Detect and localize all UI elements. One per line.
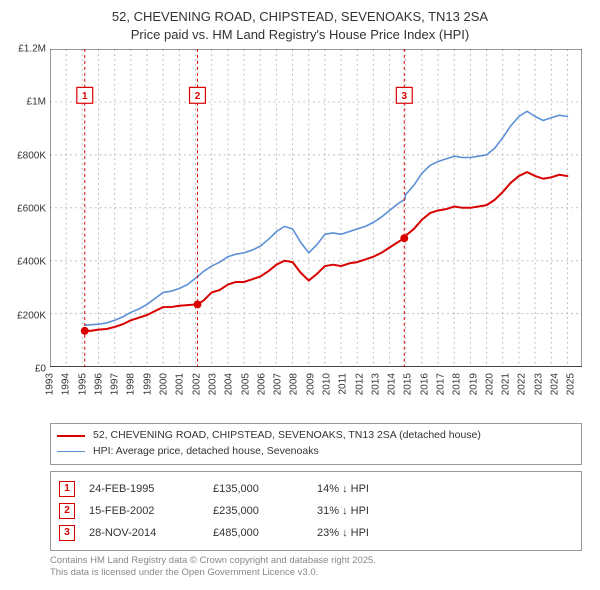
legend-label: 52, CHEVENING ROAD, CHIPSTEAD, SEVENOAKS… bbox=[93, 428, 481, 444]
y-tick-label: £200K bbox=[17, 310, 46, 321]
x-tick-label: 2012 bbox=[354, 373, 365, 395]
x-axis: 1993199419951996199719981999200020012002… bbox=[50, 369, 582, 415]
x-tick-label: 2020 bbox=[484, 373, 495, 395]
sales-row-date: 24-FEB-1995 bbox=[89, 483, 199, 495]
sales-row-delta: 31% ↓ HPI bbox=[317, 505, 437, 517]
y-axis: £0£200K£400K£600K£800K£1M£1.2M bbox=[12, 49, 48, 369]
sales-table: 1 24-FEB-1995 £135,000 14% ↓ HPI 2 15-FEB-200… bbox=[50, 471, 582, 551]
legend-row: HPI: Average price, detached house, Seve… bbox=[57, 444, 575, 460]
series-price_paid bbox=[85, 172, 568, 331]
x-tick-label: 2006 bbox=[256, 373, 267, 395]
x-tick-label: 1997 bbox=[110, 373, 121, 395]
x-tick-label: 1995 bbox=[77, 373, 88, 395]
y-tick-label: £600K bbox=[17, 204, 46, 215]
title-line-2: Price paid vs. HM Land Registry's House … bbox=[12, 26, 588, 44]
plot-area: £0£200K£400K£600K£800K£1M£1.2M 123 bbox=[50, 49, 582, 369]
x-tick-label: 2022 bbox=[517, 373, 528, 395]
x-tick-label: 2016 bbox=[419, 373, 430, 395]
sale-marker-number: 2 bbox=[195, 91, 201, 102]
x-tick-label: 2009 bbox=[305, 373, 316, 395]
x-tick-label: 1993 bbox=[45, 373, 56, 395]
x-tick-label: 2013 bbox=[370, 373, 381, 395]
sales-row-date: 15-FEB-2002 bbox=[89, 505, 199, 517]
legend-swatch bbox=[57, 451, 85, 452]
legend: 52, CHEVENING ROAD, CHIPSTEAD, SEVENOAKS… bbox=[50, 423, 582, 465]
y-tick-label: £1M bbox=[27, 97, 46, 108]
sales-row-price: £485,000 bbox=[213, 527, 303, 539]
y-tick-label: £400K bbox=[17, 257, 46, 268]
sale-marker-dot bbox=[193, 301, 201, 309]
x-tick-label: 2000 bbox=[159, 373, 170, 395]
x-tick-label: 1994 bbox=[61, 373, 72, 395]
legend-label: HPI: Average price, detached house, Seve… bbox=[93, 444, 319, 460]
sales-row: 1 24-FEB-1995 £135,000 14% ↓ HPI bbox=[59, 478, 573, 500]
legend-swatch bbox=[57, 435, 85, 437]
sale-marker-dot bbox=[400, 234, 408, 242]
x-tick-label: 2004 bbox=[224, 373, 235, 395]
x-tick-label: 2023 bbox=[533, 373, 544, 395]
y-tick-label: £1.2M bbox=[18, 44, 46, 55]
legend-row: 52, CHEVENING ROAD, CHIPSTEAD, SEVENOAKS… bbox=[57, 428, 575, 444]
sales-row-marker: 1 bbox=[59, 481, 75, 497]
sale-marker-number: 1 bbox=[82, 91, 88, 102]
x-tick-label: 2021 bbox=[501, 373, 512, 395]
sales-row-price: £135,000 bbox=[213, 483, 303, 495]
x-tick-label: 2019 bbox=[468, 373, 479, 395]
plot-svg: 1 2 3 bbox=[50, 49, 582, 367]
sales-row-date: 28-NOV-2014 bbox=[89, 527, 199, 539]
sales-row: 2 15-FEB-2002 £235,000 31% ↓ HPI bbox=[59, 500, 573, 522]
sales-row-price: £235,000 bbox=[213, 505, 303, 517]
x-tick-label: 2010 bbox=[321, 373, 332, 395]
x-tick-label: 1996 bbox=[93, 373, 104, 395]
x-tick-label: 2017 bbox=[436, 373, 447, 395]
sales-row-delta: 14% ↓ HPI bbox=[317, 483, 437, 495]
title-line-1: 52, CHEVENING ROAD, CHIPSTEAD, SEVENOAKS… bbox=[12, 8, 588, 26]
chart-title: 52, CHEVENING ROAD, CHIPSTEAD, SEVENOAKS… bbox=[12, 8, 588, 43]
attribution-line-1: Contains HM Land Registry data © Crown c… bbox=[50, 555, 582, 568]
x-tick-label: 2024 bbox=[550, 373, 561, 395]
x-tick-label: 2015 bbox=[403, 373, 414, 395]
sales-row-marker: 2 bbox=[59, 503, 75, 519]
series-hpi bbox=[85, 111, 568, 325]
sales-row: 3 28-NOV-2014 £485,000 23% ↓ HPI bbox=[59, 522, 573, 544]
x-tick-label: 2002 bbox=[191, 373, 202, 395]
x-tick-label: 1999 bbox=[142, 373, 153, 395]
x-tick-label: 2005 bbox=[240, 373, 251, 395]
sales-row-delta: 23% ↓ HPI bbox=[317, 527, 437, 539]
x-tick-label: 2018 bbox=[452, 373, 463, 395]
x-tick-label: 2001 bbox=[175, 373, 186, 395]
sale-marker-dot bbox=[81, 327, 89, 335]
x-tick-label: 1998 bbox=[126, 373, 137, 395]
sale-marker-number: 3 bbox=[402, 91, 408, 102]
attribution-line-2: This data is licensed under the Open Gov… bbox=[50, 567, 582, 580]
x-tick-label: 2008 bbox=[289, 373, 300, 395]
x-tick-label: 2007 bbox=[273, 373, 284, 395]
x-tick-label: 2014 bbox=[387, 373, 398, 395]
attribution: Contains HM Land Registry data © Crown c… bbox=[50, 555, 582, 581]
chart-container: 52, CHEVENING ROAD, CHIPSTEAD, SEVENOAKS… bbox=[0, 0, 600, 590]
sales-row-marker: 3 bbox=[59, 525, 75, 541]
y-tick-label: £800K bbox=[17, 150, 46, 161]
x-tick-label: 2011 bbox=[338, 373, 349, 395]
x-tick-label: 2003 bbox=[207, 373, 218, 395]
x-tick-label: 2025 bbox=[566, 373, 577, 395]
